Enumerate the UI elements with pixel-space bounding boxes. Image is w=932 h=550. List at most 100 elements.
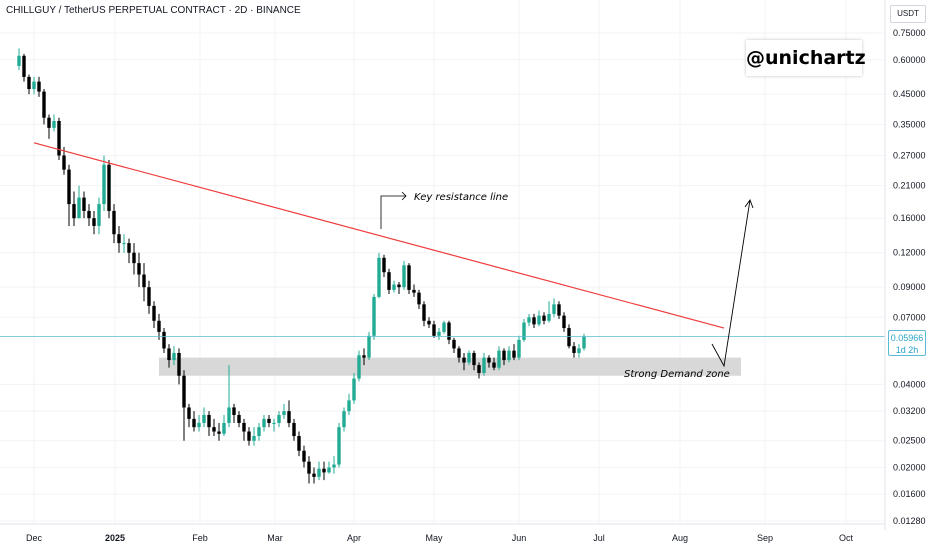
candle-body bbox=[202, 414, 206, 423]
candle bbox=[272, 418, 276, 432]
candle-body bbox=[237, 414, 241, 423]
candle bbox=[72, 191, 76, 226]
candle bbox=[527, 313, 531, 327]
candle bbox=[77, 185, 81, 219]
candle-body bbox=[272, 422, 276, 424]
candle-body bbox=[72, 204, 76, 219]
candle bbox=[452, 337, 456, 353]
candle-body bbox=[132, 252, 136, 264]
price-tick-label: 0.01600 bbox=[893, 489, 926, 499]
candle bbox=[442, 320, 446, 334]
candle-body bbox=[342, 411, 346, 428]
candle bbox=[477, 362, 481, 379]
candle-body bbox=[582, 336, 586, 349]
candle bbox=[377, 252, 381, 299]
candle bbox=[372, 294, 376, 340]
price-tick-label: 0.27000 bbox=[893, 150, 926, 160]
price-tick-label: 0.16000 bbox=[893, 213, 926, 223]
candle bbox=[87, 204, 91, 226]
candle-body bbox=[467, 352, 471, 363]
candle bbox=[397, 281, 401, 295]
candle bbox=[497, 346, 501, 371]
candle-body bbox=[172, 352, 176, 361]
candle-body bbox=[192, 418, 196, 428]
candle bbox=[92, 210, 96, 235]
candle-body bbox=[562, 315, 566, 329]
candle-body bbox=[557, 304, 561, 316]
candle-body bbox=[307, 461, 311, 474]
candle bbox=[252, 427, 256, 446]
candle-body bbox=[167, 348, 171, 361]
candle bbox=[287, 400, 291, 428]
candle-body bbox=[472, 352, 476, 366]
candle bbox=[292, 418, 296, 441]
candle-body bbox=[142, 274, 146, 288]
candle-body bbox=[532, 317, 536, 325]
candle bbox=[27, 74, 31, 95]
candle-body bbox=[317, 468, 321, 477]
candle-body bbox=[537, 315, 541, 325]
candle bbox=[437, 328, 441, 340]
candle-body bbox=[552, 304, 556, 314]
candle-body bbox=[227, 407, 231, 423]
candle-body bbox=[477, 365, 481, 373]
candle bbox=[537, 310, 541, 327]
currency-button[interactable]: USDT bbox=[890, 5, 926, 23]
candle bbox=[407, 263, 411, 295]
candle-body bbox=[152, 305, 156, 321]
candle-body bbox=[577, 348, 581, 353]
candle bbox=[447, 320, 451, 345]
candle bbox=[402, 260, 406, 290]
time-tick-label: Jun bbox=[512, 533, 527, 543]
candle bbox=[572, 341, 576, 358]
candle bbox=[227, 365, 231, 428]
candle-body bbox=[197, 422, 201, 428]
candle bbox=[137, 252, 141, 288]
candle-body bbox=[252, 436, 256, 441]
price-tick-label: 0.35000 bbox=[893, 119, 926, 129]
candle-body bbox=[267, 418, 271, 423]
candle bbox=[347, 393, 351, 415]
candle-body bbox=[517, 339, 521, 358]
candle bbox=[427, 317, 431, 329]
candle-body bbox=[527, 317, 531, 323]
candle bbox=[522, 319, 526, 342]
candle-body bbox=[367, 335, 371, 358]
candle bbox=[507, 346, 511, 363]
candle bbox=[127, 238, 131, 264]
time-tick-label: Mar bbox=[267, 533, 283, 543]
candle-body bbox=[482, 357, 486, 373]
resistance-annotation-label: Key resistance line bbox=[414, 192, 508, 203]
candle-body bbox=[337, 427, 341, 465]
candle bbox=[547, 301, 551, 323]
candle-body bbox=[377, 257, 381, 297]
candle bbox=[322, 461, 326, 481]
candle bbox=[247, 427, 251, 446]
candle-body bbox=[42, 91, 46, 118]
candle-body bbox=[457, 348, 461, 358]
candle bbox=[327, 461, 331, 474]
time-axis: Dec 2025 Feb Mar Apr May Jun Jul Aug Sep Oct bbox=[26, 533, 854, 543]
candle-body bbox=[162, 331, 166, 349]
candle bbox=[97, 197, 101, 235]
candle bbox=[542, 312, 546, 325]
last-price-tag: 0.05966 1d 2h bbox=[888, 330, 926, 356]
candle-body bbox=[302, 450, 306, 462]
candle-body bbox=[277, 414, 281, 423]
candle bbox=[352, 372, 356, 404]
candle-body bbox=[147, 287, 151, 306]
time-tick-label: Sep bbox=[757, 533, 773, 543]
candle-body bbox=[262, 418, 266, 428]
candle-body bbox=[402, 265, 406, 288]
candle-body bbox=[397, 284, 401, 288]
candle-body bbox=[27, 76, 31, 90]
candle bbox=[382, 254, 386, 277]
candle bbox=[142, 263, 146, 302]
candle bbox=[117, 225, 121, 253]
candle bbox=[167, 344, 171, 368]
price-tick-label: 0.21000 bbox=[893, 181, 926, 191]
time-tick-label: 2025 bbox=[105, 533, 125, 543]
candle bbox=[282, 403, 286, 419]
candle bbox=[337, 422, 341, 468]
